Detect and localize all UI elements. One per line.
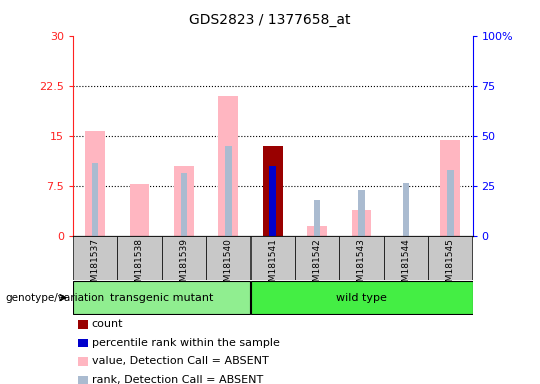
FancyBboxPatch shape [117, 236, 161, 280]
Text: GSM181545: GSM181545 [446, 238, 455, 293]
Text: GDS2823 / 1377658_at: GDS2823 / 1377658_at [189, 13, 351, 27]
FancyBboxPatch shape [339, 236, 383, 280]
Text: GSM181542: GSM181542 [313, 238, 322, 293]
Bar [225, 146, 232, 236]
Bar [174, 166, 194, 236]
Bar [85, 131, 105, 236]
Text: genotype/variation: genotype/variation [5, 293, 105, 303]
Bar [307, 226, 327, 236]
Bar [218, 96, 238, 236]
Bar [440, 140, 460, 236]
FancyBboxPatch shape [384, 236, 428, 280]
FancyBboxPatch shape [162, 236, 206, 280]
FancyBboxPatch shape [73, 236, 117, 280]
FancyBboxPatch shape [251, 281, 472, 314]
Bar [262, 146, 283, 236]
Bar [352, 210, 372, 236]
Bar [130, 184, 150, 236]
FancyBboxPatch shape [428, 236, 472, 280]
Bar [314, 200, 320, 236]
Text: GSM181540: GSM181540 [224, 238, 233, 293]
Bar [92, 163, 98, 236]
Bar [403, 183, 409, 236]
Bar [447, 170, 454, 236]
FancyBboxPatch shape [251, 236, 295, 280]
Text: transgenic mutant: transgenic mutant [110, 293, 213, 303]
Text: GSM181538: GSM181538 [135, 238, 144, 293]
Bar [358, 190, 365, 236]
Text: wild type: wild type [336, 293, 387, 303]
FancyBboxPatch shape [73, 281, 251, 314]
FancyBboxPatch shape [206, 236, 251, 280]
Text: GSM181543: GSM181543 [357, 238, 366, 293]
Text: rank, Detection Call = ABSENT: rank, Detection Call = ABSENT [92, 375, 263, 384]
Bar [269, 166, 276, 236]
Text: count: count [92, 319, 123, 329]
Text: value, Detection Call = ABSENT: value, Detection Call = ABSENT [92, 356, 268, 366]
Text: GSM181537: GSM181537 [91, 238, 99, 293]
Text: percentile rank within the sample: percentile rank within the sample [92, 338, 280, 348]
Text: GSM181539: GSM181539 [179, 238, 188, 293]
Text: GSM181541: GSM181541 [268, 238, 277, 293]
Text: GSM181544: GSM181544 [401, 238, 410, 293]
Bar [180, 173, 187, 236]
FancyBboxPatch shape [295, 236, 339, 280]
